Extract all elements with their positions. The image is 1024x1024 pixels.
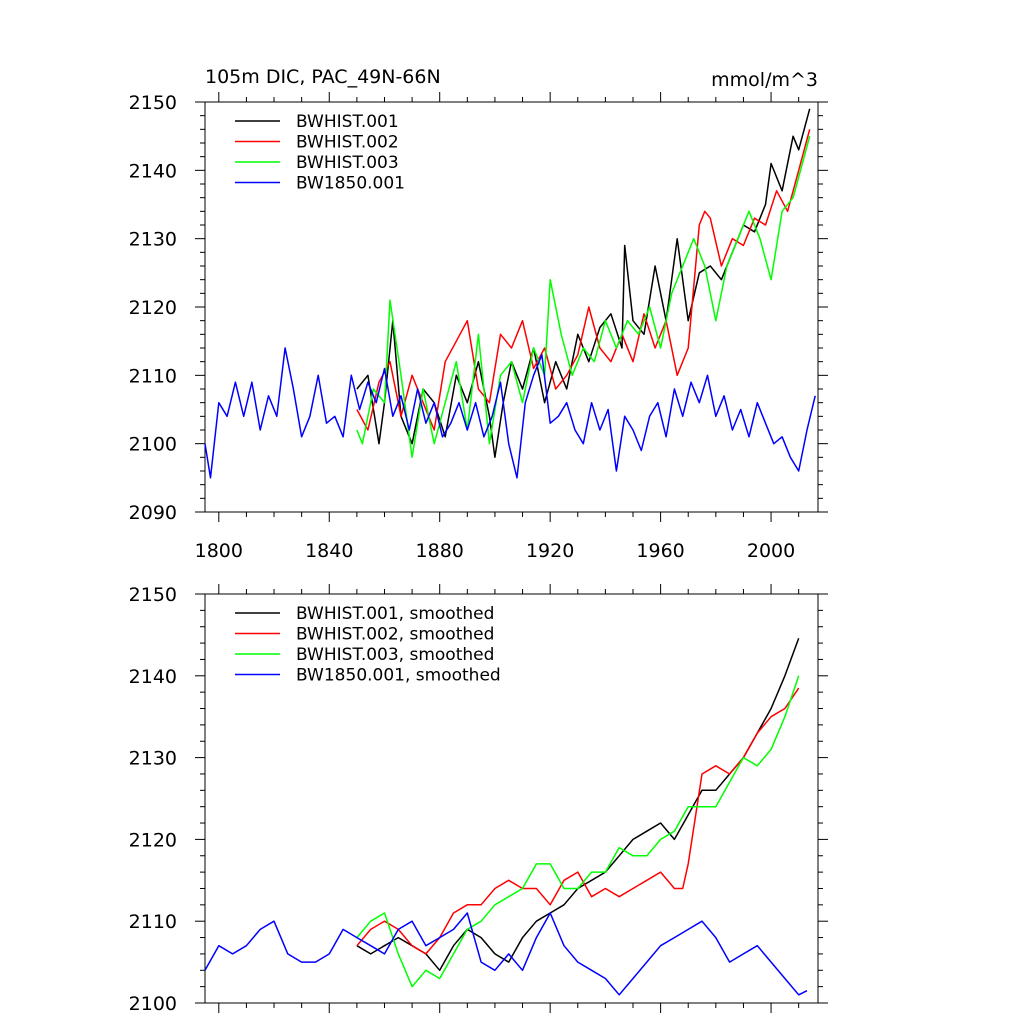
series-line-bwhist-002 <box>356 129 811 431</box>
top-axes: 1800 1840 1880 1920 1960 2000 2090 2100 2110 2120… <box>129 92 828 562</box>
y-tick-label: 2150 <box>129 92 177 114</box>
bottom-series-lines <box>204 637 808 996</box>
y-tick-label: 2110 <box>129 365 177 387</box>
y-tick-label: 2140 <box>129 160 177 182</box>
top-series-lines <box>204 108 816 479</box>
series-line-bwhist-002 <box>356 687 800 955</box>
y-tick-label: 2100 <box>129 434 177 456</box>
x-tick-label: 1960 <box>636 540 684 562</box>
bottom-panel: 2100 2110 2120 2130 2140 2150 BWHIST.001, smo… <box>129 584 828 1015</box>
units-label: mmol/m^3 <box>711 69 818 91</box>
legend-label: BW1850.001, smoothed <box>296 666 501 686</box>
bottom-axes: 2100 2110 2120 2130 2140 2150 <box>129 584 828 1015</box>
legend-label: BWHIST.002, smoothed <box>296 625 494 645</box>
y-tick-label: 2100 <box>129 993 177 1015</box>
series-line-bwhist-003 <box>356 136 811 459</box>
y-tick-label: 2150 <box>129 584 177 606</box>
top-panel: 105m DIC, PAC_49N-66N mmol/m^3 1800 1840 1… <box>129 66 828 562</box>
x-tick-label: 1840 <box>305 540 353 562</box>
legend-label: BWHIST.003, smoothed <box>296 645 494 665</box>
panel-title: 105m DIC, PAC_49N-66N <box>205 66 441 88</box>
legend-label: BWHIST.001 <box>296 112 399 132</box>
x-tick-label: 1800 <box>195 540 243 562</box>
y-tick-label: 2120 <box>129 297 177 319</box>
series-line-bw1850-001 <box>204 912 808 996</box>
y-tick-label: 2130 <box>129 748 177 770</box>
series-line-bwhist-003 <box>356 675 800 988</box>
x-tick-label: 2000 <box>747 540 795 562</box>
series-line-bwhist-001 <box>356 637 800 972</box>
x-tick-label: 1880 <box>416 540 464 562</box>
y-tick-label: 2120 <box>129 829 177 851</box>
y-tick-label: 2110 <box>129 911 177 933</box>
y-tick-label: 2140 <box>129 666 177 688</box>
legend-label: BW1850.001 <box>296 174 405 194</box>
x-tick-label: 1920 <box>526 540 574 562</box>
legend-label: BWHIST.003 <box>296 153 399 173</box>
legend-label: BWHIST.001, smoothed <box>296 604 494 624</box>
series-line-bw1850-001 <box>204 347 816 479</box>
y-tick-label: 2130 <box>129 229 177 251</box>
y-tick-label: 2090 <box>129 502 177 524</box>
legend-label: BWHIST.002 <box>296 133 399 153</box>
plot-frame <box>204 593 819 1004</box>
